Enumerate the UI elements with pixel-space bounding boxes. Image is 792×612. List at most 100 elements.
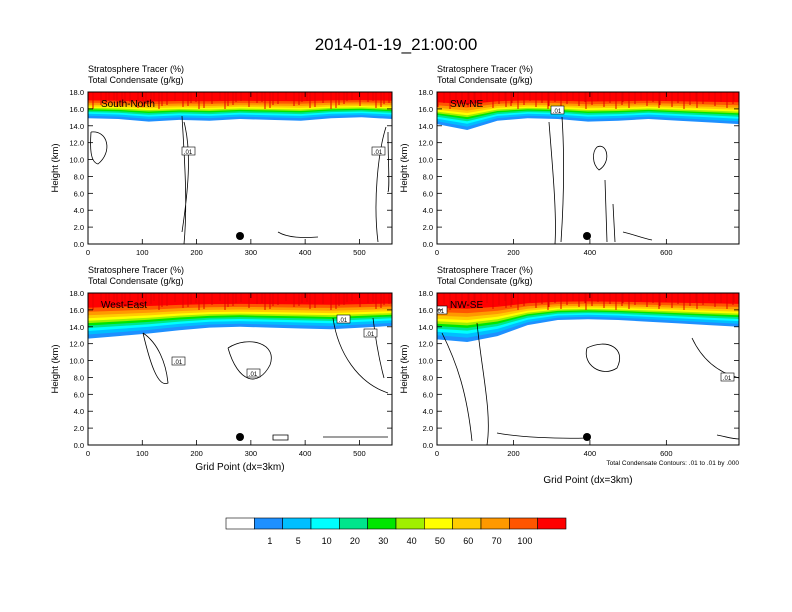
y-tick-label: 16.0 (69, 105, 84, 114)
y-tick-label: 10.0 (69, 156, 84, 165)
condensate-contour (332, 317, 389, 394)
condensate-contour (496, 432, 739, 440)
colorbar-label: 70 (492, 536, 502, 546)
colorbar-label: 40 (407, 536, 417, 546)
condensate-contour (585, 343, 620, 372)
plot-frame (436, 91, 740, 245)
condensate-contour (90, 131, 108, 165)
y-tick-label: 8.0 (74, 172, 84, 181)
x-tick-label: 400 (584, 449, 597, 458)
plot-area: .01 .01 .01 .01 (88, 293, 392, 445)
contour-label: .01 (436, 309, 445, 315)
colorbar-label: 60 (463, 536, 473, 546)
condensate-contour (142, 332, 169, 384)
condensate-contour (548, 116, 564, 244)
panel-title-line: Stratosphere Tracer (%) (88, 265, 184, 275)
y-tick-label: 8.0 (423, 172, 433, 181)
x-tick-label: 300 (245, 248, 258, 257)
y-tick-label: 0.0 (423, 240, 433, 249)
x-axis-label: Grid Point (dx=3km) (195, 462, 284, 473)
colorbar-box (367, 517, 397, 530)
y-tick-label: 6.0 (423, 189, 433, 198)
x-tick-label: 600 (660, 449, 673, 458)
y-tick-label: 14.0 (69, 323, 84, 332)
x-tick-label: 0 (435, 449, 439, 458)
y-tick-label: 12.0 (418, 139, 433, 148)
y-tick-label: 0.0 (423, 441, 433, 450)
plot-area: .01 .01 (88, 92, 392, 244)
y-tick-label: 4.0 (74, 407, 84, 416)
y-tick-label: 6.0 (423, 390, 433, 399)
y-axis-label: Height (km) (50, 143, 61, 192)
colorbar-box (310, 517, 340, 530)
y-axis-label: Height (km) (50, 344, 61, 393)
condensate-contour (593, 145, 608, 171)
y-tick-label: 10.0 (418, 156, 433, 165)
panel-title-line: Stratosphere Tracer (%) (88, 64, 184, 74)
colorbar-label: 10 (322, 536, 332, 546)
chart-panel-top-right: Stratosphere Tracer (%)Total Condensate … (399, 64, 740, 257)
colorbar-box (339, 517, 368, 530)
contour-label-box (171, 356, 186, 366)
condensate-contour (227, 341, 272, 380)
x-tick-label: 0 (86, 449, 90, 458)
colorbar-box (395, 517, 425, 530)
x-tick-label: 500 (353, 449, 366, 458)
contour-label: .01 (366, 332, 375, 338)
tracer-band (88, 92, 392, 102)
panel-title-line: Total Condensate (g/kg) (88, 75, 184, 85)
x-axis-label: Grid Point (dx=3km) (543, 475, 632, 486)
chart-panel-top-left: Stratosphere Tracer (%)Total Condensate … (50, 64, 393, 257)
panel-title-line: Total Condensate (g/kg) (437, 276, 533, 286)
condensate-contour (441, 322, 489, 445)
condensate-contour (272, 434, 388, 441)
y-tick-label: 18.0 (69, 289, 84, 298)
x-tick-label: 0 (86, 248, 90, 257)
contour-label-box (363, 328, 378, 338)
contour-label-box (720, 372, 735, 382)
y-tick-label: 6.0 (74, 189, 84, 198)
y-tick-label: 8.0 (74, 373, 84, 382)
tracer-band (88, 293, 392, 308)
plot-frame (436, 292, 740, 446)
y-tick-label: 14.0 (418, 122, 433, 131)
x-tick-label: 400 (584, 248, 597, 257)
y-tick-label: 0.0 (74, 441, 84, 450)
panel-title-line: Total Condensate (g/kg) (437, 75, 533, 85)
plot-area: .01 .01 (436, 293, 739, 445)
y-tick-label: 18.0 (418, 88, 433, 97)
panels: Stratosphere Tracer (%)Total Condensate … (50, 64, 740, 486)
y-tick-label: 18.0 (69, 88, 84, 97)
y-axis-label: Height (km) (399, 143, 410, 192)
contour-label: .01 (723, 376, 732, 382)
colorbar-label: 30 (378, 536, 388, 546)
y-tick-label: 2.0 (74, 223, 84, 232)
colorbar-label: 50 (435, 536, 445, 546)
section-label: South-North (101, 99, 155, 110)
y-tick-label: 12.0 (69, 340, 84, 349)
colorbar-box (254, 517, 283, 530)
y-tick-label: 8.0 (423, 373, 433, 382)
colorbar-box (537, 517, 567, 530)
contour-label-box (246, 368, 261, 378)
x-tick-label: 100 (136, 248, 149, 257)
condensate-contour (375, 126, 390, 243)
colorbar-box (509, 517, 538, 530)
colorbar: 1 5 10 20 30 40 50 60 70 100 (225, 517, 567, 546)
panel-title-line: Total Condensate (g/kg) (88, 276, 184, 286)
contour-label-box (550, 105, 565, 115)
condensate-contour (604, 179, 653, 243)
contour-label: .01 (249, 372, 258, 378)
panel-title-line: Stratosphere Tracer (%) (437, 265, 533, 275)
colorbar-label: 100 (517, 536, 532, 546)
y-tick-label: 10.0 (418, 357, 433, 366)
condensate-contour (277, 231, 319, 238)
colorbar-label: 1 (267, 536, 272, 546)
contour-label-box (371, 146, 386, 156)
y-tick-label: 16.0 (418, 105, 433, 114)
panel-title-line: Stratosphere Tracer (%) (437, 64, 533, 74)
contour-footnote: Total Condensate Contours: .01 to .01 by… (606, 460, 739, 467)
section-label: SW-NE (450, 99, 483, 110)
chart-panel-bottom-right: Stratosphere Tracer (%)Total Condensate … (399, 265, 740, 486)
